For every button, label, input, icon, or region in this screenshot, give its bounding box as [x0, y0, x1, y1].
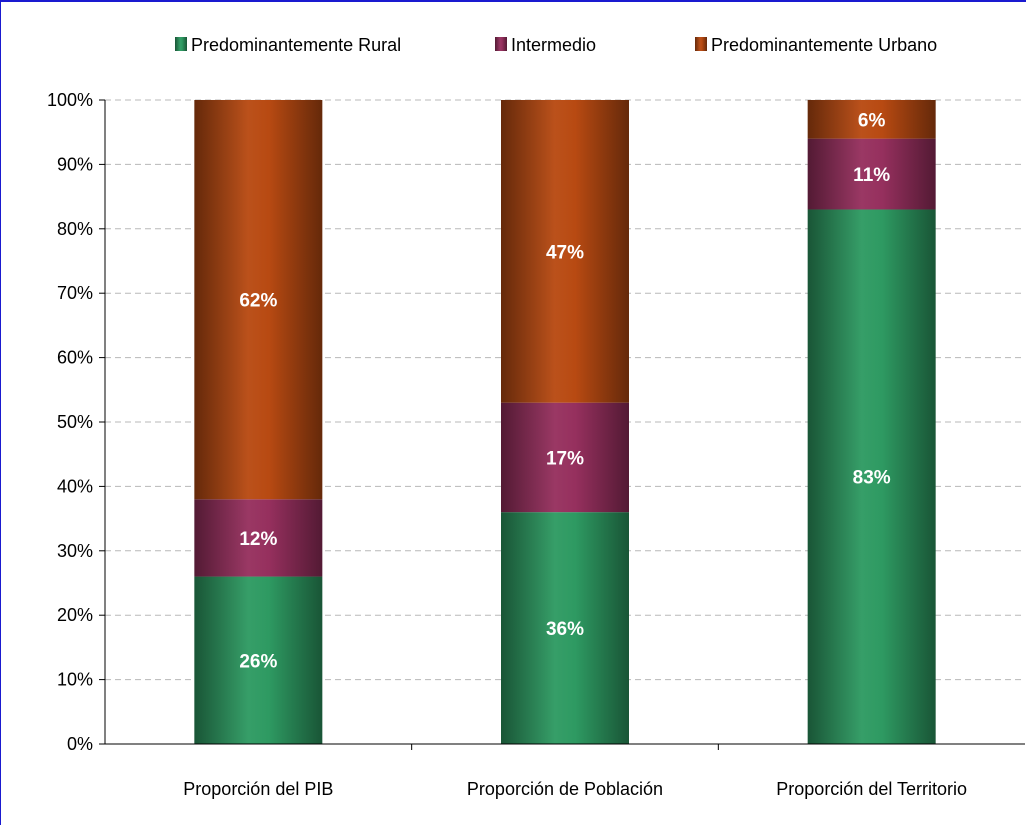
legend-label: Predominantemente Rural [191, 35, 401, 55]
y-tick-label: 40% [57, 476, 93, 496]
legend: Predominantemente Rural Intermedio Predomi… [175, 35, 937, 55]
data-label: 47% [546, 242, 584, 263]
legend-label: Intermedio [511, 35, 596, 55]
bar-segment [194, 576, 323, 744]
bar-segment [194, 100, 323, 500]
category-label: Proporción del Territorio [776, 779, 967, 799]
legend-swatch [695, 37, 707, 51]
data-label: 6% [858, 110, 886, 131]
y-tick-label: 80% [57, 219, 93, 239]
legend-swatch [175, 37, 187, 51]
bars: 26% 12% 62% 36% 17% 47% 83% 11% 6% [194, 100, 936, 745]
y-tick-label: 0% [67, 734, 93, 754]
bar-segment [807, 100, 936, 139]
data-label: 36% [546, 619, 584, 640]
data-label: 83% [853, 468, 891, 489]
bar-segment [501, 100, 629, 403]
y-tick-label: 50% [57, 412, 93, 432]
y-tick-label: 60% [57, 348, 93, 368]
data-label: 17% [546, 448, 584, 469]
data-label: 12% [239, 529, 277, 550]
axes: 0% 10% 20% 30% 40% 50% 60% 70% 80% 90% 100% Proporc… [47, 90, 1025, 799]
category-label: Proporción del PIB [183, 779, 333, 799]
y-tick-label: 90% [57, 154, 93, 174]
data-label: 62% [239, 291, 277, 312]
legend-swatch [495, 37, 507, 51]
bar-segment [194, 499, 323, 577]
legend-label: Predominantemente Urbano [711, 35, 937, 55]
y-tick-label: 100% [47, 90, 93, 110]
bar-segment [501, 402, 629, 513]
y-tick-label: 20% [57, 605, 93, 625]
y-tick-label: 10% [57, 670, 93, 690]
bar-segment [501, 512, 629, 744]
y-tick-label: 30% [57, 541, 93, 561]
bar-segment [807, 209, 936, 745]
data-label: 26% [239, 651, 277, 672]
category-label: Proporción de Población [467, 779, 663, 799]
bar-segment [807, 138, 936, 210]
y-tick-label: 70% [57, 283, 93, 303]
data-label: 11% [853, 165, 890, 186]
